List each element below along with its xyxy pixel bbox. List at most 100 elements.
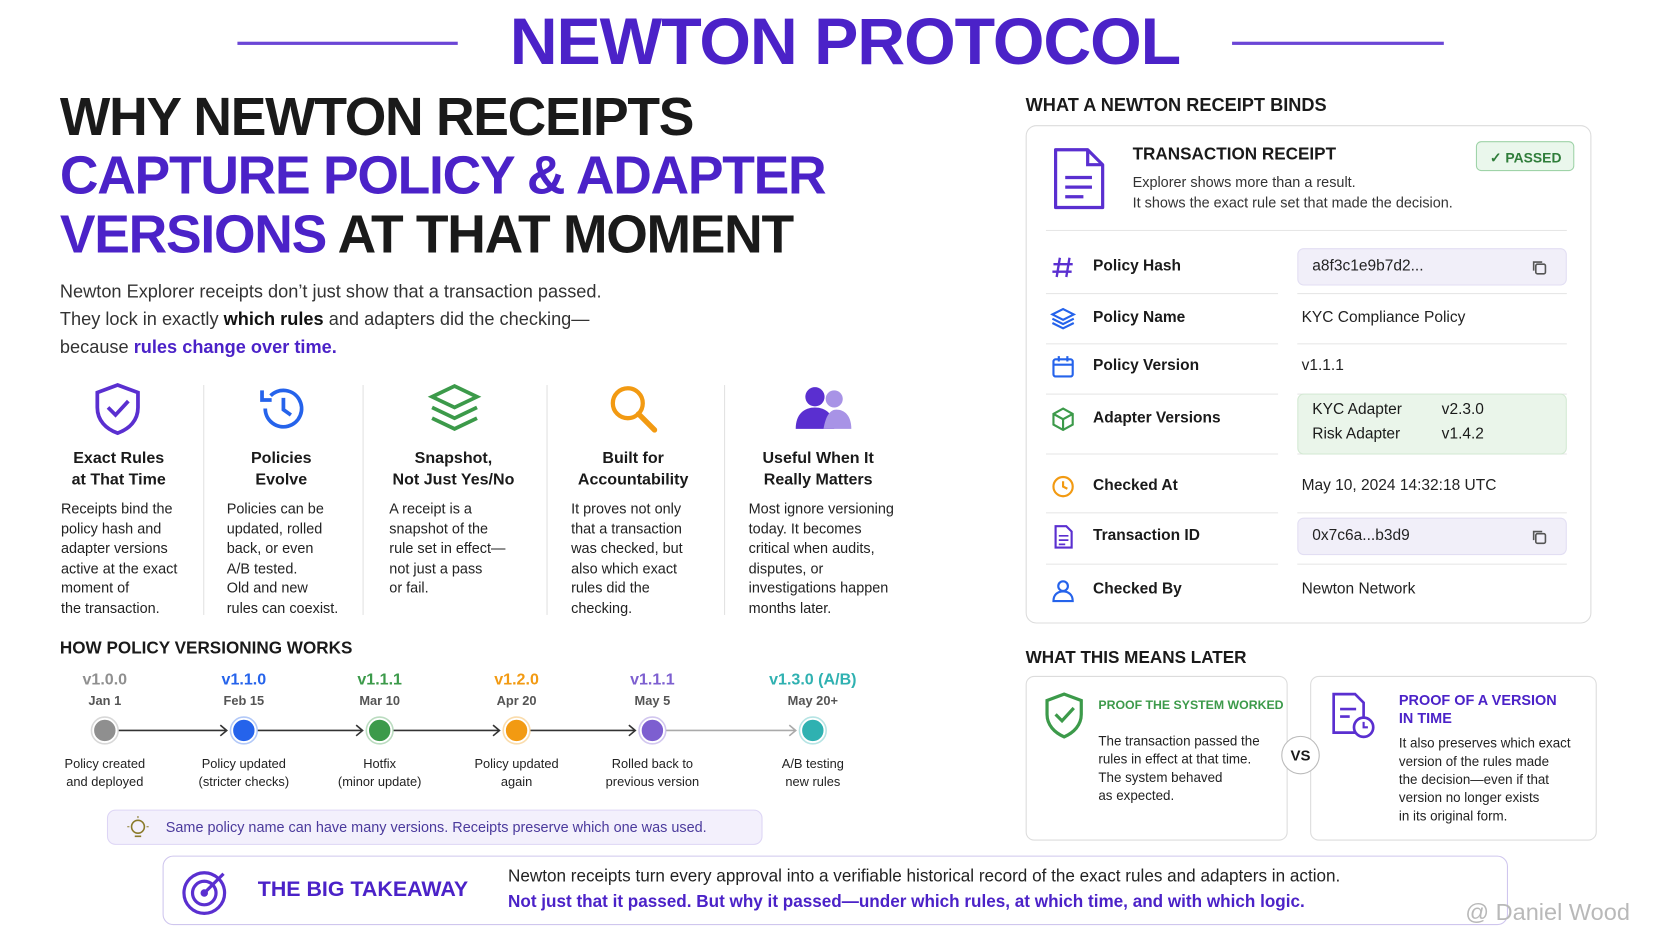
- column-divider: [724, 385, 726, 615]
- timeline-date: Apr 20: [496, 693, 537, 709]
- watermark: @ Daniel Wood: [1465, 898, 1630, 926]
- divider: [1297, 293, 1567, 295]
- timeline-date: Mar 10: [359, 693, 401, 709]
- timeline-dot: [366, 717, 393, 744]
- column-divider: [546, 385, 548, 615]
- timeline-dot-ring: [502, 716, 531, 745]
- text-accent: rules change over time.: [133, 336, 337, 358]
- timeline-arrow: [355, 724, 364, 737]
- feature-icon: [92, 382, 143, 441]
- timeline-caption: Hotfix (minor update): [337, 756, 422, 790]
- receipt-title: TRANSACTION RECEIPT: [1132, 145, 1337, 164]
- takeaway-label: THE BIG TAKEAWAY: [257, 878, 469, 902]
- timeline-dot-ring: [229, 716, 259, 745]
- headline: CAPTURE POLICY & ADAPTER: [59, 145, 827, 206]
- timeline-caption: Policy created and deployed: [64, 756, 146, 790]
- row-icon: [1050, 474, 1076, 505]
- headline-text: AT THAT MOMENT: [337, 204, 795, 265]
- timeline-dot-ring: [638, 716, 667, 745]
- feature-title: Snapshot, Not Just Yes/No: [392, 449, 515, 489]
- later-card: PROOF OF A VERSION IN TIME It also prese…: [1310, 675, 1597, 841]
- intro-line: because rules change over time.: [60, 334, 744, 362]
- header-rule: [237, 41, 458, 45]
- intro: Newton Explorer receipts don’t just show…: [60, 278, 744, 361]
- divider: [1045, 393, 1279, 395]
- text-bold: which rules: [223, 309, 324, 330]
- feature-title: Built for Accountability: [577, 449, 689, 489]
- copy-button[interactable]: [1530, 259, 1547, 281]
- timeline-caption: Rolled back to previous version: [605, 756, 700, 790]
- timeline-version: v1.3.0 (A/B): [769, 670, 857, 689]
- section-title: HOW POLICY VERSIONING WORKS: [59, 639, 353, 658]
- feature-body: Most ignore versioning today. It becomes…: [748, 500, 894, 616]
- feature-title: Useful When It Really Matters: [762, 449, 874, 489]
- card-title: PROOF THE SYSTEM WORKED: [1098, 699, 1284, 713]
- row-label: Policy Hash: [1093, 257, 1181, 275]
- text: They lock in exactly: [59, 309, 219, 330]
- row-value: May 10, 2024 14:32:18 UTC: [1301, 476, 1497, 495]
- row-icon: [1050, 255, 1076, 286]
- timeline-dot: [231, 717, 257, 744]
- timeline-arrow: [628, 724, 637, 737]
- intro-line: They lock in exactly which rules and ada…: [60, 306, 744, 334]
- feature-icon: [427, 382, 483, 441]
- headline-accent: VERSIONS: [59, 204, 327, 265]
- card-body: It also preserves which exact version of…: [1398, 735, 1571, 824]
- timeline-version: v1.1.0: [221, 670, 267, 689]
- row-icon: [1050, 578, 1076, 609]
- feature-body: Policies can be updated, rolled back, or…: [226, 500, 339, 616]
- divider: [1045, 563, 1279, 565]
- bulb-icon: [127, 816, 149, 838]
- row-label: Adapter Versions: [1093, 409, 1221, 427]
- timeline-version: v1.0.0: [82, 670, 128, 689]
- row-label: Transaction ID: [1093, 527, 1200, 545]
- timeline-dot-ring: [90, 716, 119, 745]
- timeline-dot: [639, 717, 666, 744]
- row-value: Newton Network: [1301, 580, 1416, 598]
- divider: [1045, 293, 1279, 295]
- timeline-date: May 20+: [787, 693, 838, 709]
- row-icon: [1050, 524, 1076, 555]
- row-label: Checked At: [1093, 476, 1178, 495]
- page-title: NEWTON PROTOCOL: [509, 5, 1181, 80]
- adapter-box: [1297, 393, 1567, 455]
- adapter-name: KYC Adapter: [1312, 401, 1402, 419]
- feature-body: A receipt is a snapshot of the rule set …: [389, 500, 506, 596]
- timeline-dot-ring: [365, 716, 394, 745]
- status-badge: ✓ PASSED: [1475, 141, 1575, 172]
- takeaway-emphasis: Not just that it passed. But why it pass…: [508, 893, 1305, 912]
- row-value: 0x7c6a...b3d9: [1312, 527, 1410, 545]
- timeline-arrow: [219, 724, 228, 737]
- headline: VERSIONS AT THAT MOMENT: [59, 204, 795, 265]
- card-body: The transaction passed the rules in effe…: [1098, 733, 1260, 804]
- vs-text: VS: [1290, 746, 1311, 764]
- timeline-caption: Policy updated (stricter checks): [198, 756, 290, 790]
- timeline-dot: [799, 717, 826, 744]
- row-icon: [1050, 354, 1076, 385]
- timeline-date: May 5: [634, 693, 671, 709]
- row-value: KYC Compliance Policy: [1301, 309, 1466, 327]
- text: because: [59, 336, 129, 358]
- headline: WHY NEWTON RECEIPTS: [59, 86, 695, 147]
- feature-title: Exact Rules at That Time: [71, 449, 166, 489]
- timeline-date: Feb 15: [223, 693, 265, 709]
- row-label: Checked By: [1093, 580, 1182, 598]
- adapter-name: Risk Adapter: [1312, 425, 1401, 443]
- takeaway-box: THE BIG TAKEAWAY Newton receipts turn ev…: [162, 855, 1508, 926]
- tip-box: Same policy name can have many versions.…: [106, 809, 763, 845]
- tip-text: Same policy name can have many versions.…: [165, 819, 707, 836]
- header-rule: [1232, 41, 1444, 45]
- copy-button[interactable]: [1530, 528, 1547, 550]
- row-label: Policy Version: [1093, 357, 1200, 375]
- timeline-date: Jan 1: [88, 693, 122, 709]
- doc-clock-icon: [1332, 692, 1375, 739]
- card-title: PROOF OF A VERSION IN TIME: [1398, 691, 1557, 727]
- feature-body: Receipts bind the policy hash and adapte…: [60, 500, 178, 616]
- timeline-arrow: [492, 724, 501, 737]
- divider: [1045, 342, 1279, 344]
- timeline-version: v1.1.1: [357, 670, 402, 689]
- column-divider: [203, 385, 205, 615]
- timeline-version: v1.1.1: [630, 670, 675, 689]
- timeline-caption: Policy updated again: [474, 756, 559, 790]
- value-box: [1297, 517, 1567, 556]
